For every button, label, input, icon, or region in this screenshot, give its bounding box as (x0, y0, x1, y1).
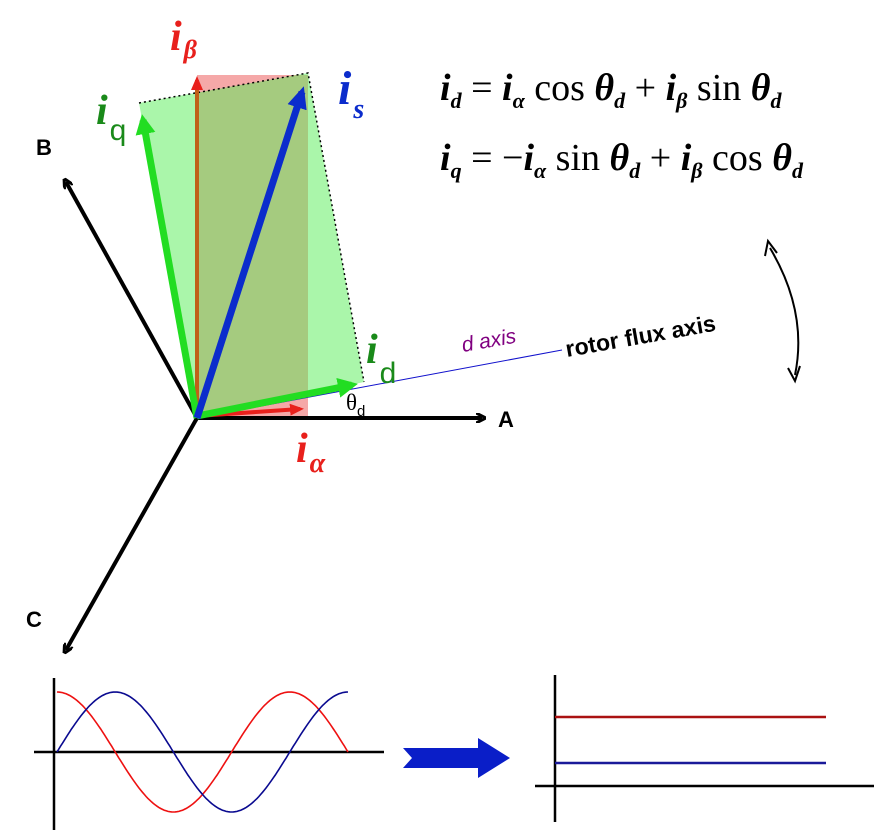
eq1-t2-angle: θ (751, 67, 771, 109)
eq2-t2: i (681, 137, 692, 179)
eq2-t2-fn: cos (703, 137, 773, 179)
d-axis-label: d axis (460, 325, 519, 357)
eq2-t1: i (523, 137, 534, 179)
eq2-t1-fn: sin (546, 137, 609, 179)
i-beta-sub: β (183, 35, 198, 64)
i-s-label: is (338, 62, 364, 125)
theta-d-label: θd (346, 390, 365, 420)
eq2-equals: = − (462, 137, 524, 179)
sine-blue-wave (56, 691, 349, 813)
eq2-t1-sub: α (534, 158, 547, 183)
eq1-t2-fn: sin (687, 67, 750, 109)
i-d-label: id (366, 327, 396, 390)
eq2-lhs: i (440, 137, 451, 179)
theta-sub: d (357, 403, 365, 420)
i-d-sub: d (380, 357, 397, 390)
c-axis-label: C (26, 607, 42, 632)
eq2-plus: + (640, 137, 680, 179)
abc-sinusoid-plot (34, 678, 384, 830)
i-q-vector (135, 114, 201, 419)
i-beta-main: i (170, 14, 182, 60)
i-q-main: i (96, 88, 108, 134)
eq2-t1-angle: θ (610, 137, 630, 179)
transform-arrow-icon (403, 738, 510, 778)
eq1-t1: i (502, 67, 513, 109)
eq1-t2: i (666, 67, 677, 109)
i-s-sub: s (352, 94, 364, 125)
i-s-main: i (338, 62, 352, 115)
rotation-double-arrow (769, 247, 800, 376)
rotation-arrowhead-top (764, 238, 778, 257)
a-axis-label: A (498, 407, 514, 432)
eq1-t1-angle: θ (594, 67, 614, 109)
i-alpha-main: i (296, 426, 308, 472)
eq1-t1-fn: cos (525, 67, 595, 109)
eq1-t1-angle-sub: d (614, 88, 626, 113)
rotor-flux-axis-label: rotor flux axis (563, 310, 717, 362)
dq-projection-dotted-edge (138, 72, 365, 383)
i-alpha-label: iα (296, 426, 326, 479)
theta-symbol: θ (346, 390, 357, 415)
i-beta-label: iβ (170, 14, 198, 64)
eq1-t2-sub: β (675, 88, 688, 113)
eq1-equals: = (462, 67, 502, 109)
i-d-vector (196, 377, 358, 420)
i-d-main: i (366, 327, 378, 373)
eq1-lhs-sub: d (451, 88, 463, 113)
rotation-arrowhead-bottom (787, 365, 801, 384)
eq1-t2-angle-sub: d (771, 88, 783, 113)
i-q-sub: q (110, 114, 127, 147)
i-alpha-sub: α (310, 448, 326, 479)
eq1-plus: + (625, 67, 665, 109)
eq2-lhs-sub: q (451, 158, 462, 183)
i-s-vector (193, 86, 307, 420)
eq2-t2-angle: θ (772, 137, 792, 179)
b-axis-arrow (66, 182, 199, 419)
eq2-t2-sub: β (690, 158, 703, 183)
eq2-t1-angle-sub: d (629, 158, 641, 183)
i-q-label: iq (96, 88, 126, 147)
c-axis-arrow (66, 417, 199, 650)
eq1-lhs: i (440, 67, 451, 109)
eq2-t2-angle-sub: d (792, 158, 804, 183)
equation-iq: iq = −iα sin θd + iβ cos θd (440, 137, 804, 183)
b-axis-label: B (36, 135, 52, 160)
equation-id: id = iα cos θd + iβ sin θd (440, 67, 783, 113)
dq-dc-plot (535, 675, 874, 822)
eq1-t1-sub: α (513, 88, 526, 113)
